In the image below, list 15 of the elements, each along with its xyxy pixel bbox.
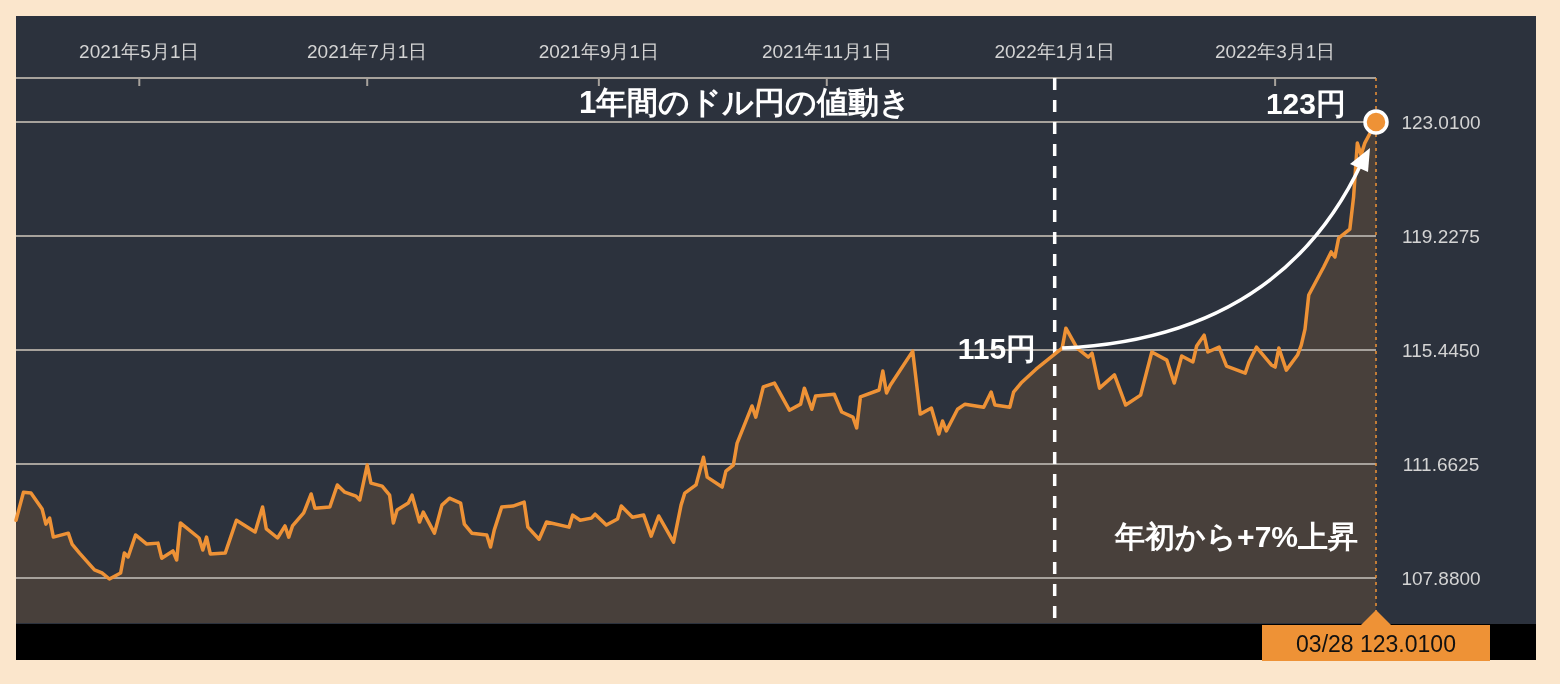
x-tick-label: 2022年1月1日	[994, 41, 1115, 62]
x-tick-label: 2021年7月1日	[307, 41, 428, 62]
annotation: 年初から+7%上昇	[1114, 520, 1358, 553]
y-tick-label: 111.6625	[1402, 454, 1480, 476]
x-tick-label: 2021年11月1日	[761, 41, 892, 62]
y-tick-label: 107.8800	[1401, 568, 1481, 590]
x-tick-label: 2021年9月1日	[538, 41, 660, 62]
chart-title: 1年間のドル円の値動き	[578, 85, 912, 120]
y-tick-label: 123.0100	[1401, 112, 1481, 134]
y-tick-label: 115.4450	[1402, 340, 1480, 362]
x-tick-label: 2021年5月1日	[79, 41, 200, 62]
ref-line-label: 03/28 123.0100	[1296, 631, 1456, 657]
y-tick-label: 119.2275	[1402, 226, 1480, 248]
x-tick-label: 2022年3月1日	[1214, 41, 1336, 62]
annotation: 123円	[1265, 87, 1346, 121]
